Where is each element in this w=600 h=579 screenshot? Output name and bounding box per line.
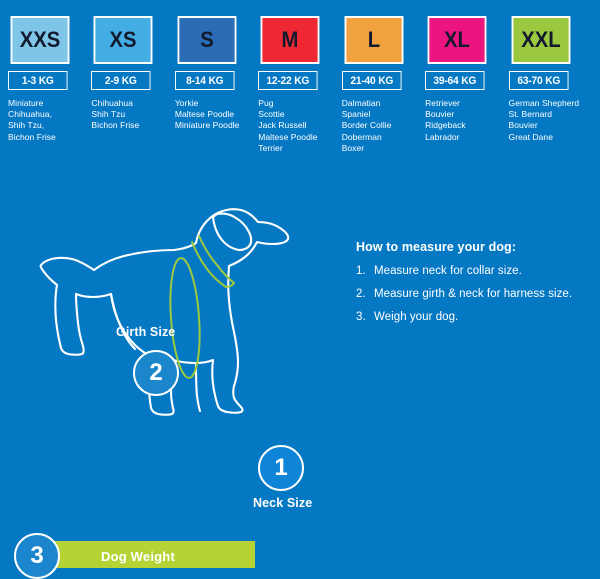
how-to-step: 1. Measure neck for collar size.: [356, 265, 592, 277]
breed-list-l: Dalmatian Spaniel Border Collie Doberman…: [341, 98, 392, 153]
weight-range-s: 8-14 KG: [174, 71, 235, 90]
size-column-xxl: XXL 63-70 KG German Shepherd St. Bernard…: [508, 16, 590, 166]
how-to-step: 3. Weigh your dog.: [356, 311, 592, 323]
neck-measure-line-front: [191, 241, 227, 288]
breed-list-xl: Retriever Bouvier Ridgeback Labrador: [425, 98, 466, 142]
how-to-step-text: Measure neck for collar size.: [374, 265, 522, 277]
how-to-step: 2. Measure girth & neck for harness size…: [356, 288, 592, 300]
neck-measure-line-back: [198, 235, 235, 284]
dog-body-path: [39, 208, 290, 416]
size-box-xxl: XXL: [511, 16, 570, 64]
how-to-step-number: 1.: [356, 265, 366, 277]
step-marker-neck: 1: [258, 445, 304, 491]
how-to-measure-title: How to measure your dog:: [356, 240, 517, 254]
weight-range-xs: 2-9 KG: [91, 71, 151, 90]
how-to-step-text: Weigh your dog.: [374, 311, 459, 323]
dog-ear-path: [211, 212, 253, 252]
weight-range-xl: 39-64 KG: [425, 71, 485, 90]
dog-outline-icon: [39, 208, 290, 416]
size-box-s: S: [177, 16, 237, 64]
size-chart-row: XXS 1-3 KG Miniature Chihuahua, Shih Tzu…: [0, 16, 600, 166]
how-to-step-number: 2.: [356, 288, 366, 300]
size-column-l: L 21-40 KG Dalmatian Spaniel Border Coll…: [341, 16, 423, 166]
girth-measure-ellipse: [169, 257, 201, 379]
weight-range-xxs: 1-3 KG: [8, 71, 68, 90]
breed-list-xs: Chihuahua Shih Tzu Bichon Frise: [91, 98, 140, 131]
how-to-step-text: Measure girth & neck for harness size.: [374, 288, 573, 300]
dog-illustration: Girth Size Neck Size Dog Weight 2 1 3: [0, 160, 345, 579]
neck-measure-line-cap: [225, 282, 235, 288]
size-column-xs: XS 2-9 KG Chihuahua Shih Tzu Bichon Fris…: [91, 16, 172, 166]
dog-weight-label: Dog Weight: [101, 549, 175, 564]
girth-size-label: Girth Size: [116, 325, 176, 339]
dog-back-leg-line: [109, 292, 137, 351]
how-to-measure-section: How to measure your dog: 1. Measure neck…: [356, 240, 592, 334]
breed-list-s: Yorkie Maltese Poodle Miniature Poodle: [174, 98, 240, 131]
size-column-m: M 12-22 KG Pug Scottie Jack Russell Malt…: [258, 16, 339, 166]
size-box-xl: XL: [427, 16, 487, 64]
breed-list-xxl: German Shepherd St. Bernard Bouvier Grea…: [508, 98, 580, 142]
breed-list-m: Pug Scottie Jack Russell Maltese Poodle …: [258, 98, 318, 153]
how-to-step-number: 3.: [356, 311, 366, 323]
size-box-xxs: XXS: [10, 16, 70, 64]
dog-size-chart: XXS 1-3 KG Miniature Chihuahua, Shih Tzu…: [0, 16, 600, 579]
size-column-xl: XL 39-64 KG Retriever Bouvier Ridgeback …: [425, 16, 506, 166]
weight-range-l: 21-40 KG: [341, 71, 402, 90]
neck-size-label: Neck Size: [253, 496, 313, 510]
size-box-xs: XS: [93, 16, 153, 64]
step-marker-girth: 2: [133, 350, 179, 396]
size-column-s: S 8-14 KG Yorkie Maltese Poodle Miniatur…: [174, 16, 256, 166]
size-box-l: L: [344, 16, 404, 64]
weight-range-m: 12-22 KG: [258, 71, 318, 90]
dog-front-leg-line: [194, 361, 202, 413]
breed-list-xxs: Miniature Chihuahua, Shih Tzu, Bichon Fr…: [8, 98, 56, 142]
size-column-xxs: XXS 1-3 KG Miniature Chihuahua, Shih Tzu…: [8, 16, 89, 166]
step-marker-weight: 3: [14, 533, 60, 579]
size-box-m: M: [260, 16, 320, 64]
weight-range-xxl: 63-70 KG: [508, 71, 569, 90]
